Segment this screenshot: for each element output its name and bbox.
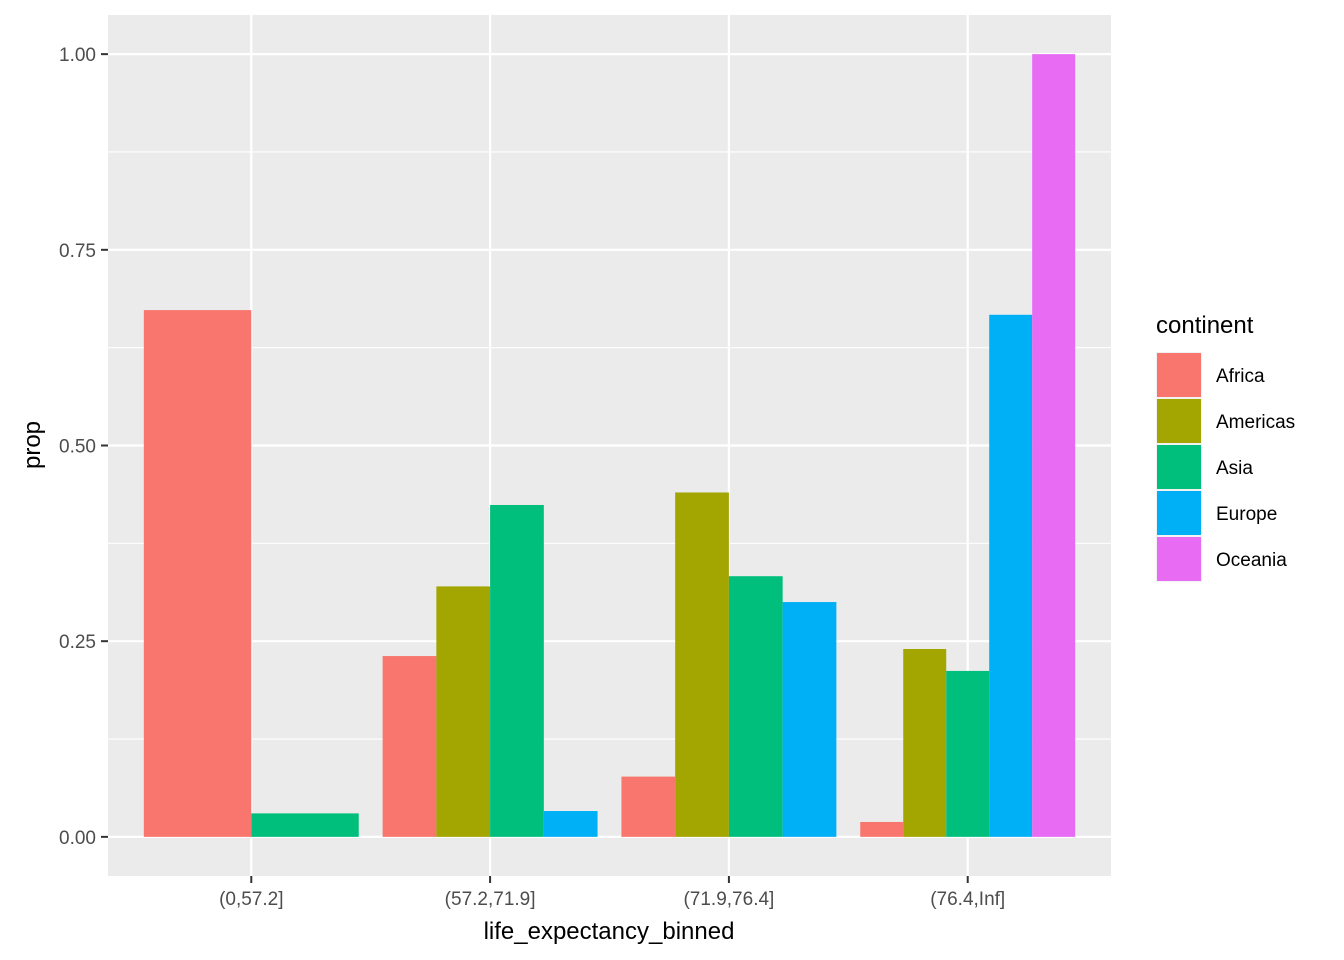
bar-oceania-4 xyxy=(1032,54,1076,837)
bar-americas-2 xyxy=(436,586,491,837)
legend-key-oceania xyxy=(1157,537,1201,581)
legend-key-americas xyxy=(1157,399,1201,443)
bar-europe-3 xyxy=(782,602,837,837)
legend-label-oceania: Oceania xyxy=(1216,550,1287,571)
bar-europe-2 xyxy=(543,811,598,837)
x-tick-label: (0,57.2] xyxy=(219,889,283,910)
bar-africa-3 xyxy=(621,776,676,837)
bar-africa-1 xyxy=(143,310,252,837)
legend-label-europe: Europe xyxy=(1216,504,1277,525)
x-tick-label: (76.4,Inf] xyxy=(930,889,1005,910)
y-tick-label: 0.00 xyxy=(59,828,96,849)
legend-label-africa: Africa xyxy=(1216,366,1265,387)
legend-title: continent xyxy=(1156,312,1254,339)
bar-africa-2 xyxy=(382,656,437,837)
legend: continent Africa Americas Asia Europe Oceani… xyxy=(1156,312,1295,582)
y-tick-label: 0.75 xyxy=(59,241,96,262)
bar-europe-4 xyxy=(989,314,1033,837)
bar-asia-4 xyxy=(946,670,990,837)
y-tick-label: 0.25 xyxy=(59,632,96,653)
legend-key-europe xyxy=(1157,491,1201,535)
x-axis: (0,57.2] (57.2,71.9] (71.9,76.4] (76.4,Inf] xyxy=(219,876,1005,910)
bar-asia-3 xyxy=(728,576,783,837)
y-tick-label: 0.50 xyxy=(59,437,96,458)
x-tick-label: (71.9,76.4] xyxy=(683,889,774,910)
bars xyxy=(143,54,1076,837)
legend-label-asia: Asia xyxy=(1216,458,1253,479)
bar-americas-4 xyxy=(903,649,947,837)
x-tick-label: (57.2,71.9] xyxy=(445,889,536,910)
legend-key-asia xyxy=(1157,445,1201,489)
legend-key-africa xyxy=(1157,353,1201,397)
bar-africa-4 xyxy=(860,821,904,837)
bar-americas-3 xyxy=(675,492,729,837)
x-axis-title: life_expectancy_binned xyxy=(484,918,735,945)
bar-asia-1 xyxy=(251,813,359,837)
y-axis: 0.00 0.25 0.50 0.75 1.00 xyxy=(59,45,108,849)
bar-asia-2 xyxy=(490,504,544,837)
legend-label-americas: Americas xyxy=(1216,412,1295,433)
y-tick-label: 1.00 xyxy=(59,45,96,66)
y-axis-title: prop xyxy=(19,421,46,469)
